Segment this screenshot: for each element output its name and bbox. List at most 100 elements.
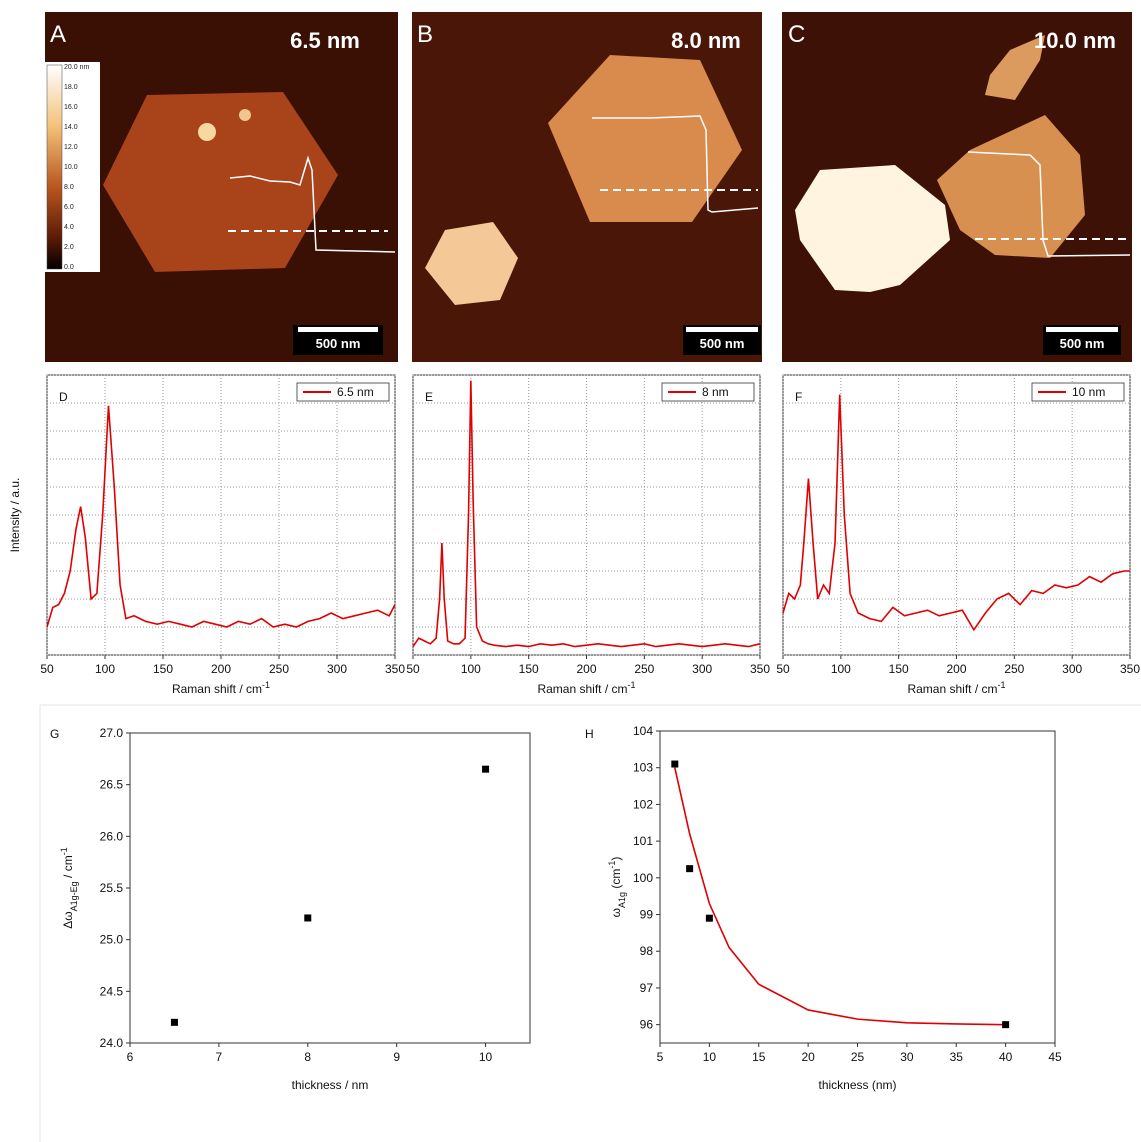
x-tick-label: 8 — [304, 1050, 311, 1064]
y-tick-label: 24.0 — [100, 1036, 124, 1050]
panel-letter: D — [59, 390, 68, 404]
x-tick-label: 250 — [634, 662, 654, 676]
x-tick-label: 200 — [576, 662, 596, 676]
x-tick-label: 150 — [519, 662, 539, 676]
label-part: A1g-Eg — [69, 881, 79, 911]
x-tick-label: 9 — [393, 1050, 400, 1064]
label-part: A1g — [617, 892, 627, 908]
legend-label: 8 nm — [702, 385, 729, 399]
panel-letter: E — [425, 390, 433, 404]
label-part: Raman shift / cm — [907, 682, 997, 696]
scale-label: 500 nm — [700, 336, 745, 351]
y-tick-label: 25.5 — [100, 881, 124, 895]
x-tick-label: 45 — [1048, 1050, 1062, 1064]
scale-label: 500 nm — [316, 336, 361, 351]
data-point — [304, 914, 311, 921]
afm-panel-c: 500 nm 10.0 nm C — [782, 12, 1132, 362]
colorbar-label: 10.0 — [64, 164, 78, 171]
y-tick-label: 26.0 — [100, 829, 124, 843]
x-tick-label: 350 — [750, 662, 770, 676]
x-tick-label: 50 — [406, 662, 420, 676]
panel-letter: F — [795, 390, 802, 404]
colorbar-label: 14.0 — [64, 124, 78, 131]
plot-frame — [660, 731, 1055, 1043]
x-tick-label: 250 — [269, 662, 289, 676]
particle — [198, 123, 216, 141]
x-tick-label: 350 — [385, 662, 405, 676]
colorbar-label: 12.0 — [64, 144, 78, 151]
x-tick-label: 15 — [752, 1050, 766, 1064]
x-tick-label: 10 — [703, 1050, 717, 1064]
thickness-label: 6.5 nm — [290, 28, 360, 53]
x-tick-label: 300 — [327, 662, 347, 676]
scale-bar — [1046, 327, 1118, 332]
label-part: -1 — [607, 861, 617, 869]
data-point — [171, 1019, 178, 1026]
x-tick-label: 40 — [999, 1050, 1013, 1064]
afm-panel-a: 20.0 nm18.016.014.012.010.08.06.04.02.00… — [45, 12, 398, 362]
x-tick-label: 200 — [211, 662, 231, 676]
colorbar-label: 18.0 — [64, 84, 78, 91]
label-part: -1 — [262, 680, 270, 690]
label-part: thickness / nm — [292, 1078, 369, 1092]
x-tick-label: 30 — [900, 1050, 914, 1064]
afm-panel-b: 500 nm 8.0 nm B — [412, 12, 762, 362]
data-point — [482, 766, 489, 773]
x-tick-label: 6 — [127, 1050, 134, 1064]
x-tick-label: 200 — [946, 662, 966, 676]
thickness-label: 8.0 nm — [671, 28, 741, 53]
y-tick-label: 26.5 — [100, 778, 124, 792]
y-tick-label: 104 — [633, 724, 653, 738]
x-tick-label: 35 — [950, 1050, 964, 1064]
x-tick-label: 20 — [801, 1050, 815, 1064]
x-tick-label: 100 — [461, 662, 481, 676]
label-part: (cm — [609, 869, 623, 892]
y-tick-label: 96 — [640, 1018, 654, 1032]
y-axis-label: ΔωA1g-Eg / cm-1 — [59, 847, 79, 928]
data-point — [671, 761, 678, 768]
x-tick-label: 50 — [40, 662, 54, 676]
label-part: -1 — [628, 680, 636, 690]
panel-letter: B — [417, 21, 433, 48]
panel-letter: G — [50, 727, 59, 741]
x-tick-label: 5 — [657, 1050, 664, 1064]
label-part: -1 — [998, 680, 1006, 690]
label-part: thickness (nm) — [818, 1078, 896, 1092]
legend-label: 6.5 nm — [337, 385, 374, 399]
y-tick-label: 102 — [633, 797, 653, 811]
y-tick-label: 25.0 — [100, 933, 124, 947]
y-tick-label: 101 — [633, 834, 653, 848]
label-part: / cm — [61, 855, 75, 881]
x-tick-label: 300 — [692, 662, 712, 676]
y-axis-label: ωA1g (cm-1) — [607, 857, 627, 918]
colorbar-label: 2.0 — [64, 244, 74, 251]
panel-letter: H — [585, 727, 594, 741]
x-tick-label: 25 — [851, 1050, 865, 1064]
colorbar-label: 8.0 — [64, 184, 74, 191]
x-tick-label: 150 — [889, 662, 909, 676]
x-axis-label: thickness (nm) — [818, 1078, 896, 1092]
label-part: ω — [609, 908, 623, 917]
y-axis-label: Intensity / a.u. — [8, 478, 22, 553]
page: {"afm_images": [ {"label": "A", "thickne… — [0, 0, 1141, 1142]
particle — [239, 109, 251, 121]
x-tick-label: 300 — [1062, 662, 1082, 676]
x-axis-label: Raman shift / cm-1 — [537, 680, 635, 696]
colorbar-label: 16.0 — [64, 104, 78, 111]
y-tick-label: 100 — [633, 871, 653, 885]
thickness-label: 10.0 nm — [1034, 28, 1116, 53]
scale-bar — [298, 327, 378, 332]
y-tick-label: 98 — [640, 944, 654, 958]
x-tick-label: 150 — [153, 662, 173, 676]
x-tick-label: 50 — [776, 662, 790, 676]
y-tick-label: 99 — [640, 908, 654, 922]
x-tick-label: 10 — [479, 1050, 493, 1064]
y-tick-label: 24.5 — [100, 984, 124, 998]
panel-letter: A — [50, 21, 66, 48]
label-part: -1 — [59, 847, 69, 855]
colorbar-label: 0.0 — [64, 264, 74, 271]
panel-letter: C — [788, 21, 805, 48]
x-tick-label: 7 — [216, 1050, 223, 1064]
colorbar-label: 4.0 — [64, 224, 74, 231]
y-tick-label: 27.0 — [100, 726, 124, 740]
